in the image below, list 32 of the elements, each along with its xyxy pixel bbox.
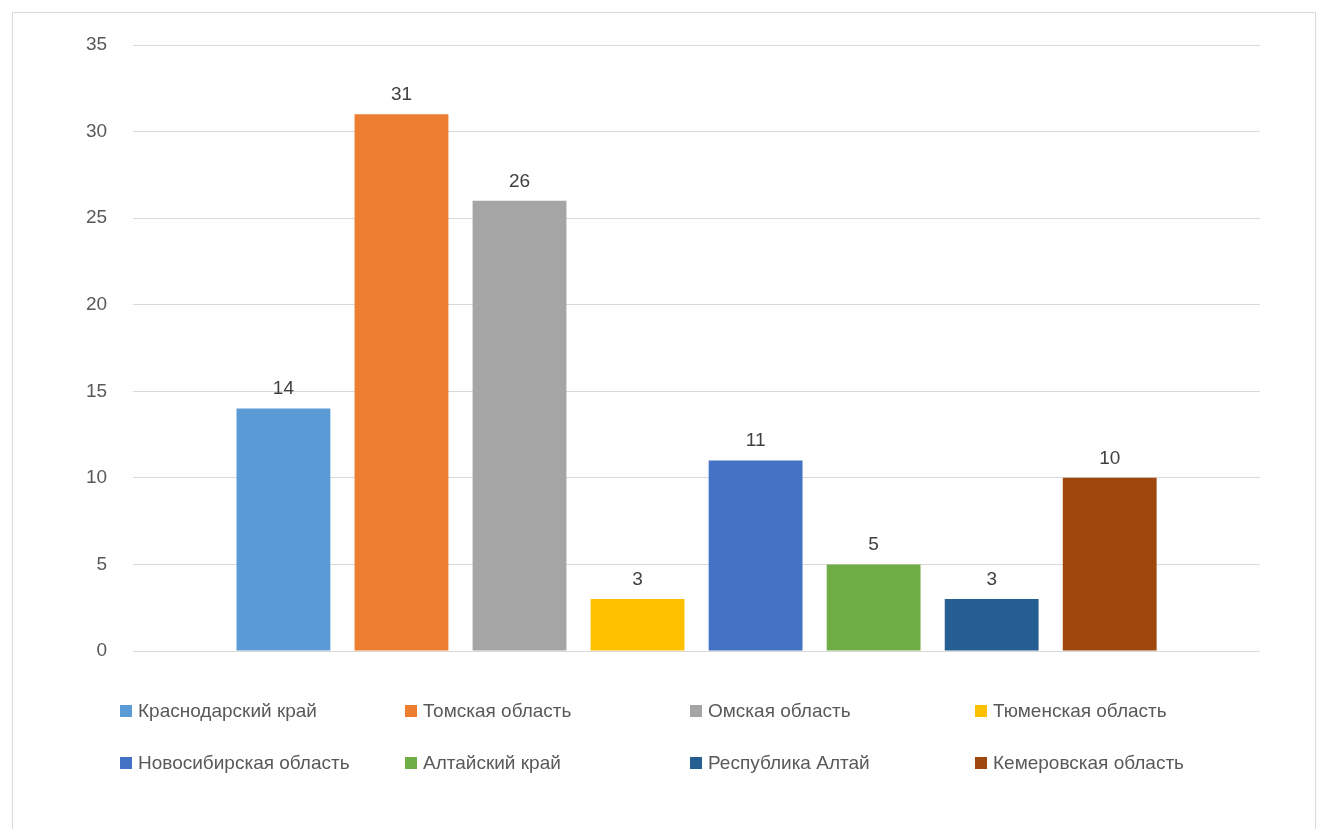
y-tick-label: 15 xyxy=(85,379,108,401)
y-tick-label: 0 xyxy=(96,639,108,661)
y-tick-label: 30 xyxy=(85,119,108,141)
data-label: 3 xyxy=(632,567,643,589)
data-label: 5 xyxy=(868,533,879,555)
legend-label: Краснодарский край xyxy=(138,700,317,722)
bar xyxy=(472,200,567,651)
bar xyxy=(1062,477,1157,651)
data-label: 11 xyxy=(745,429,766,451)
data-label: 10 xyxy=(1099,446,1121,468)
y-tick-label: 5 xyxy=(96,552,108,574)
legend-label: Республика Алтай xyxy=(708,752,870,774)
bar xyxy=(708,460,803,651)
legend-label: Алтайский край xyxy=(423,752,561,774)
bar xyxy=(236,408,331,651)
bar xyxy=(944,599,1039,651)
data-label: 3 xyxy=(986,567,997,589)
data-label: 14 xyxy=(272,377,295,399)
legend-label: Омская область xyxy=(708,700,851,722)
data-label: 31 xyxy=(390,82,413,104)
y-tick-label: 25 xyxy=(85,206,108,228)
legend-label: Кемеровская область xyxy=(993,752,1184,774)
bar xyxy=(826,564,921,651)
bar xyxy=(354,114,449,651)
y-tick-label: 10 xyxy=(85,466,108,488)
legend-label: Тюменская область xyxy=(993,700,1167,722)
legend-label: Томская область xyxy=(423,700,572,722)
legend-label: Новосибирская область xyxy=(138,752,350,774)
y-tick-label: 35 xyxy=(85,33,108,55)
y-tick-label: 20 xyxy=(85,292,108,314)
bar xyxy=(590,599,685,651)
data-label: 26 xyxy=(508,169,531,191)
